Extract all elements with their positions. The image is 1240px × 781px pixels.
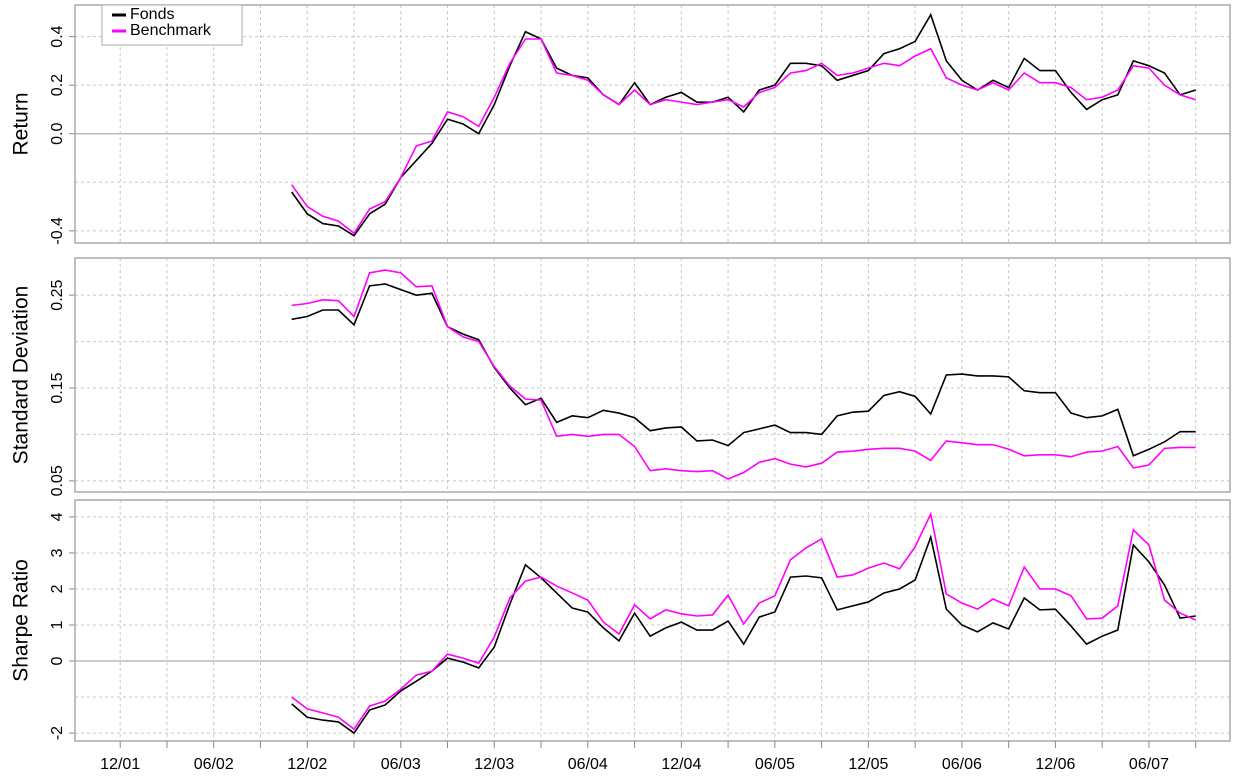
y-tick-label: 1: [49, 620, 66, 629]
data-line: [291, 534, 1196, 735]
y-tick-label: -2: [49, 726, 66, 740]
x-tick-label: 12/01: [100, 756, 140, 773]
panel-frame: [74, 499, 1231, 742]
y-tick-label: 0.05: [49, 465, 66, 496]
panel-frame: [74, 4, 1231, 244]
x-tick-label: 06/03: [381, 756, 421, 773]
y-axis-label: Sharpe Ratio: [10, 559, 33, 682]
y-tick-label: 0.4: [49, 25, 66, 47]
x-tick-label: 06/06: [942, 756, 982, 773]
data-line: [291, 12, 1196, 237]
y-tick-label: 3: [49, 548, 66, 557]
y-axis-label: Return: [10, 92, 33, 155]
y-tick-label: 0.15: [49, 372, 66, 403]
y-tick-label: 0.0: [49, 122, 66, 144]
x-tick-label: 06/05: [755, 756, 795, 773]
y-tick-label: 0.25: [49, 279, 66, 310]
x-tick-label: 06/02: [194, 756, 234, 773]
x-tick-label: 12/05: [848, 756, 888, 773]
x-tick-label: 12/06: [1035, 756, 1075, 773]
legend-label: Fonds: [130, 6, 174, 23]
data-line: [291, 269, 1196, 480]
y-tick-label: 4: [49, 512, 66, 521]
panel-frame: [74, 257, 1231, 493]
y-tick-label: 0.2: [49, 74, 66, 96]
data-line: [291, 283, 1196, 457]
legend-label: Benchmark: [130, 22, 212, 39]
x-tick-label: 12/02: [287, 756, 327, 773]
x-tick-label: 12/03: [474, 756, 514, 773]
y-tick-label: -0.4: [49, 217, 66, 245]
data-line: [291, 511, 1197, 731]
y-tick-label: 2: [49, 584, 66, 593]
x-tick-label: 12/04: [661, 756, 701, 773]
y-tick-label: 0: [49, 656, 66, 665]
y-axis-label: Standard Deviation: [10, 286, 33, 465]
data-line: [291, 38, 1196, 235]
legend-box: [101, 4, 243, 46]
x-tick-label: 06/07: [1129, 756, 1169, 773]
x-tick-label: 06/04: [568, 756, 608, 773]
